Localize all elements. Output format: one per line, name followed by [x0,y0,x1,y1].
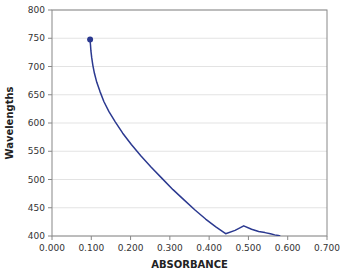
y-tick [48,38,52,39]
y-tick [48,10,52,11]
grid-line [52,151,327,152]
x-axis: 0.000 0.100 0.200 0.300 0.400 0.500 0.600 0.700 [39,236,340,253]
y-tick-label: 700 [28,62,45,72]
x-tick [91,236,92,240]
marks [87,36,280,236]
y-tick-label: 800 [28,5,45,15]
chart: 0.000 0.100 0.200 0.300 0.400 0.500 0.600 0.700… [0,0,347,276]
y-axis: 400 450 500 550 600 650 700 750 800 [28,5,52,241]
y-tick [48,179,52,180]
y-tick [48,94,52,95]
x-tick [209,236,210,240]
grid-line [52,94,327,95]
grid-line [52,179,327,180]
y-axis-label: Wavelengths [4,86,15,159]
x-tick-label: 0.400 [196,243,222,253]
x-axis-label: ABSORBANCE [151,259,228,270]
x-tick-label: 0.300 [157,243,183,253]
grid-line [52,123,327,124]
x-tick-label: 0.100 [78,243,104,253]
y-tick [48,123,52,124]
y-tick-label: 450 [28,203,45,213]
x-tick [52,236,53,240]
y-tick-label: 400 [28,231,45,241]
x-tick-label: 0.000 [39,243,65,253]
x-tick [130,236,131,240]
grid [52,10,327,236]
y-tick-label: 550 [28,146,45,156]
x-tick-label: 0.700 [314,243,340,253]
x-tick [248,236,249,240]
y-tick [48,66,52,67]
y-tick [48,207,52,208]
y-tick [48,151,52,152]
x-tick [327,236,328,240]
grid-line [52,38,327,39]
x-tick [169,236,170,240]
y-tick-label: 650 [28,90,45,100]
grid-line [52,207,327,208]
x-tick [287,236,288,240]
y-tick-label: 750 [28,33,45,43]
x-tick-label: 0.200 [118,243,144,253]
line [90,38,280,236]
background [0,0,347,276]
marker [87,36,93,42]
y-tick-label: 500 [28,175,45,185]
x-tick-label: 0.600 [275,243,301,253]
x-tick-label: 0.500 [236,243,262,253]
plot-frame [52,10,327,236]
y-tick [48,236,52,237]
y-tick-label: 600 [28,118,45,128]
